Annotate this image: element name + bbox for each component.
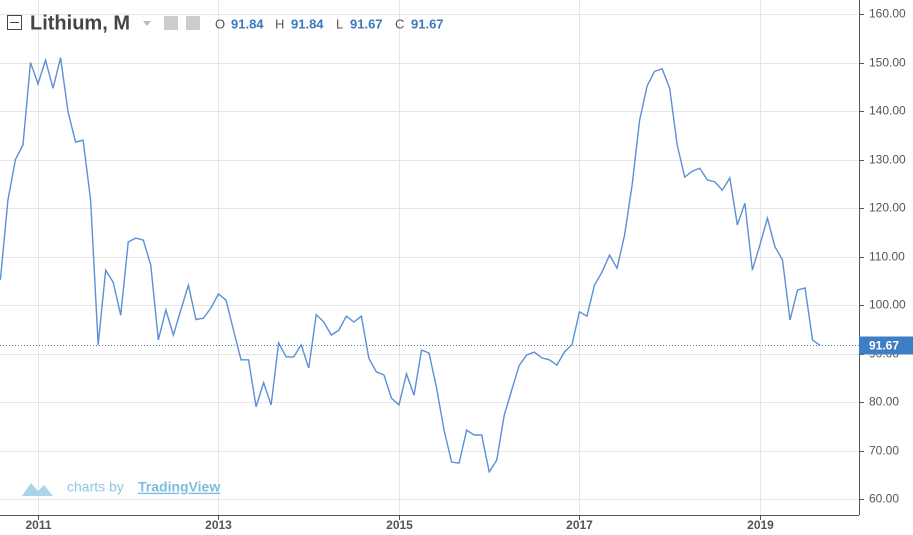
x-tick-label: 2017 — [566, 518, 593, 532]
ohlc-value: 91.67 — [350, 16, 383, 31]
y-tick-label: 130.00 — [869, 153, 906, 167]
y-tick-label: 100.00 — [869, 298, 906, 312]
x-tick-label: 2013 — [205, 518, 232, 532]
last-price-label: 91.67 — [869, 339, 899, 353]
x-tick-label: 2011 — [25, 518, 51, 532]
settings-icon[interactable] — [186, 16, 200, 30]
credit: charts by TradingView — [22, 479, 220, 496]
y-tick-label: 160.00 — [869, 7, 906, 21]
y-tick-label: 110.00 — [869, 250, 905, 264]
last-price-tag — [859, 336, 913, 355]
y-tick-label: 150.00 — [869, 56, 906, 70]
y-tick-label: 70.00 — [869, 444, 899, 458]
ohlc-label: O — [215, 16, 225, 31]
ohlc-value: 91.84 — [291, 16, 324, 31]
plot — [0, 57, 859, 474]
y-tick-label: 120.00 — [869, 201, 906, 215]
x-tick-label: 2015 — [386, 518, 413, 532]
y-tick-label: 80.00 — [869, 395, 899, 409]
chart-title: Lithium, M — [30, 12, 130, 34]
x-tick-label: 2019 — [747, 518, 774, 532]
ohlc-label: L — [336, 16, 343, 31]
axes: 60.0070.0080.0090.00100.00110.00120.0013… — [25, 7, 913, 532]
credit-link[interactable]: TradingView — [138, 479, 220, 495]
eye-icon[interactable] — [164, 16, 178, 30]
price-line — [0, 57, 821, 474]
dropdown-arrow[interactable] — [143, 21, 151, 26]
y-tick-label: 60.00 — [869, 492, 899, 506]
logo — [22, 483, 53, 496]
y-tick-label: 140.00 — [869, 104, 906, 118]
credit-text: charts by — [67, 479, 124, 495]
ohlc-label: C — [395, 16, 404, 31]
header: Lithium, M O 91.84 H 91.84 L 91.67 C 91.… — [7, 12, 444, 34]
ohlc-label: H — [275, 16, 284, 31]
collapse-icon[interactable] — [7, 15, 22, 30]
grid — [0, 0, 859, 515]
ohlc-value: 91.67 — [411, 16, 444, 31]
ohlc-value: 91.84 — [231, 16, 264, 31]
